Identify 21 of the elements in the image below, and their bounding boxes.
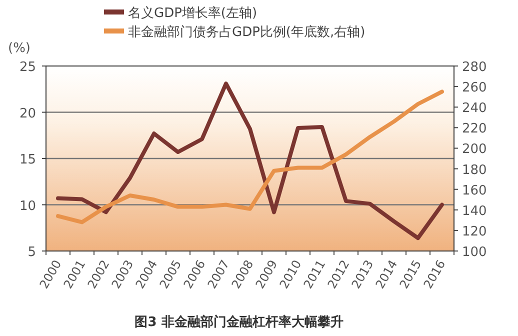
y2-tick-label: 120	[462, 224, 487, 240]
y2-tick-label: 240	[462, 101, 487, 116]
y-tick-label: 20	[19, 106, 36, 122]
text: 图3 非金融部门金融杠杆率大幅攀升	[134, 314, 344, 330]
y-tick-label: 10	[19, 198, 36, 214]
line-series	[56, 90, 444, 224]
y-tick-label: 5	[28, 245, 36, 260]
y-axis-title: (%)	[8, 41, 30, 56]
y2-tick-label: 200	[462, 142, 487, 158]
y2-tick-label: 160	[462, 183, 487, 198]
y2-tick-label: 140	[462, 204, 487, 219]
line-series	[56, 82, 444, 240]
y-tick-label: 15	[19, 152, 36, 168]
y2-tick-label: 220	[462, 122, 487, 137]
y2-tick-label: 100	[462, 245, 487, 260]
legend-label: 非金融部门债务占GDP比例(年底数,右轴)	[128, 24, 366, 40]
y2-tick-label: 180	[462, 162, 487, 178]
legend-label: 名义GDP增长率(左轴)	[128, 5, 258, 21]
y2-tick-label: 280	[462, 60, 487, 75]
y2-tick-label: 260	[462, 80, 487, 96]
y-tick-label: 25	[19, 60, 36, 75]
